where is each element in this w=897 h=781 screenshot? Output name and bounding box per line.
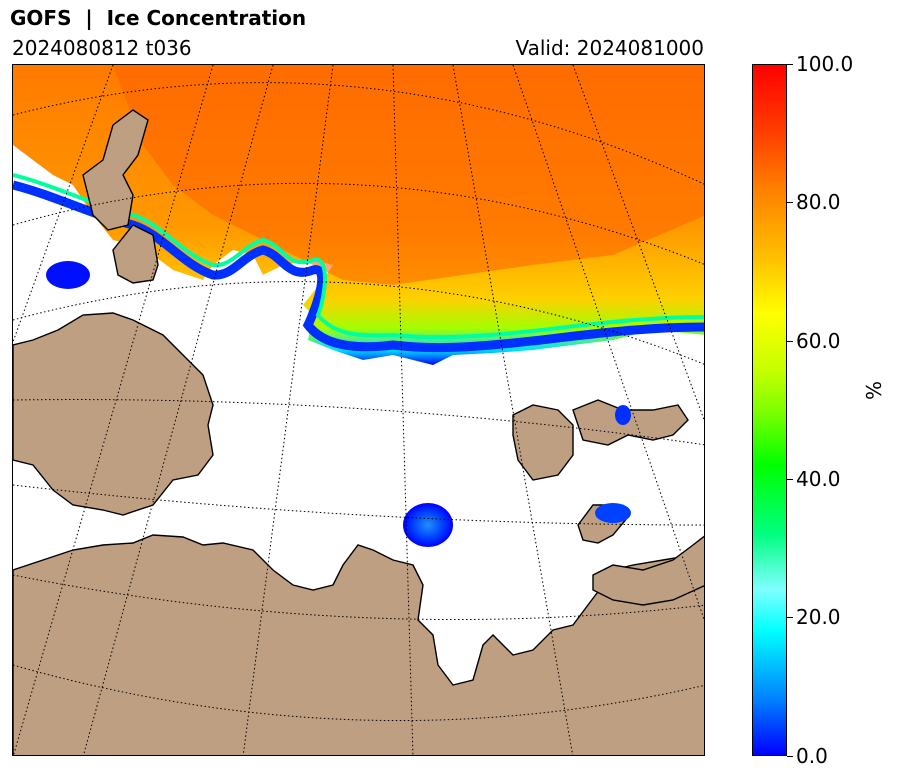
peninsula-east bbox=[592, 535, 704, 606]
land-layer bbox=[13, 109, 704, 755]
ice-edge-inner bbox=[13, 173, 704, 340]
colorbar bbox=[752, 64, 787, 756]
ice-patch-central bbox=[403, 503, 453, 547]
colorbar-tick bbox=[787, 479, 793, 480]
colorbar-tick-label: 80.0 bbox=[796, 190, 841, 214]
colorbar-tick bbox=[787, 202, 793, 203]
ice-concentration-map[interactable] bbox=[12, 64, 705, 756]
colorbar-tick bbox=[787, 617, 793, 618]
meridian-7 bbox=[512, 65, 704, 621]
colorbar-unit-label: % bbox=[862, 380, 886, 400]
landmass-west bbox=[13, 312, 214, 516]
island-northwest-1 bbox=[82, 109, 149, 231]
colorbar-tick bbox=[787, 341, 793, 342]
ice-patch-east bbox=[595, 503, 631, 523]
colorbar-tick bbox=[787, 64, 793, 65]
colorbar-tick-label: 20.0 bbox=[796, 605, 841, 629]
island-northwest-2 bbox=[112, 224, 159, 284]
graticule bbox=[13, 65, 704, 755]
colorbar-tick-label: 60.0 bbox=[796, 329, 841, 353]
parallel-7 bbox=[13, 664, 704, 722]
colorbar-tick-label: 0.0 bbox=[796, 744, 828, 768]
meridian-2 bbox=[13, 65, 214, 755]
chart-title: GOFS | Ice Concentration bbox=[10, 6, 307, 30]
colorbar-tick-label: 100.0 bbox=[796, 52, 854, 76]
parallel-2 bbox=[13, 182, 704, 265]
meridian-5 bbox=[392, 65, 414, 755]
ice-patch-west bbox=[46, 261, 90, 289]
island-east-1 bbox=[512, 404, 574, 481]
parallel-5 bbox=[13, 484, 704, 526]
parallel-6 bbox=[13, 574, 704, 621]
meridian-4 bbox=[242, 65, 334, 755]
sea-ice-core bbox=[113, 65, 704, 285]
run-time-label: 2024080812 t036 bbox=[12, 36, 192, 60]
map-canvas bbox=[13, 65, 704, 755]
colorbar-tick-label: 40.0 bbox=[796, 467, 841, 491]
meridian-6 bbox=[452, 65, 574, 755]
ice-patch-northeast bbox=[615, 405, 631, 425]
parallel-4 bbox=[13, 399, 704, 446]
landmass-main bbox=[13, 534, 704, 755]
parallel-1 bbox=[13, 82, 704, 185]
colorbar-tick bbox=[787, 756, 793, 757]
valid-time-label: Valid: 2024081000 bbox=[515, 36, 704, 60]
